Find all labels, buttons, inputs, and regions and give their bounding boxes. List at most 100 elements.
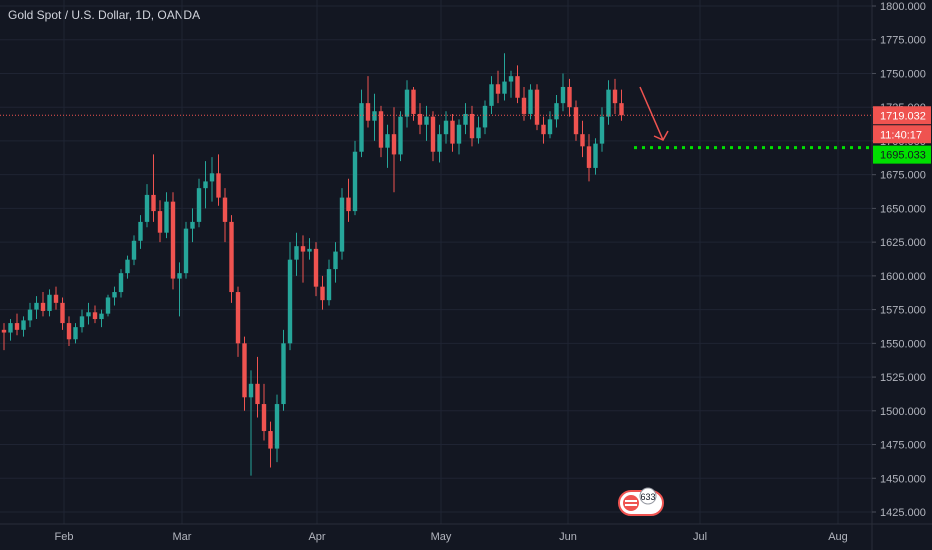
current-price-tag-bg — [873, 106, 931, 125]
candle-body — [131, 240, 137, 260]
y-tick-label: 1500.000 — [880, 406, 926, 418]
candle-body — [66, 323, 72, 340]
target-price-tag: 1695.033 — [873, 145, 931, 164]
candle — [242, 336, 247, 411]
candle — [528, 84, 533, 120]
candle — [60, 297, 65, 330]
candle-body — [534, 89, 540, 125]
candle — [157, 200, 163, 243]
candle — [274, 394, 280, 463]
y-tick-label: 1450.000 — [880, 473, 926, 485]
candle — [580, 120, 585, 158]
candle-body — [294, 246, 299, 260]
y-tick-label: 1575.000 — [880, 305, 926, 317]
candle — [79, 309, 85, 333]
candle-body — [8, 323, 13, 333]
candle — [209, 157, 215, 202]
count-bubble — [639, 487, 657, 505]
target-price-tag-bg — [873, 145, 931, 164]
candle — [177, 262, 182, 317]
candle — [417, 103, 423, 135]
candle-body — [573, 107, 579, 135]
candle-body — [248, 383, 254, 398]
price-axis[interactable]: 1425.000 1450.000 1475.000 1500.000 1525.000… — [871, 0, 926, 550]
candle — [40, 292, 46, 317]
current-price-tag: 1719.032 — [873, 106, 931, 125]
candle — [66, 316, 72, 347]
candle — [27, 302, 33, 328]
candle-body — [339, 197, 345, 252]
candle-body — [352, 151, 358, 212]
time-axis[interactable]: Feb Mar Apr May Jun Jul Aug — [0, 523, 932, 543]
candle-body — [372, 111, 377, 121]
candle-body — [489, 84, 494, 106]
candle — [151, 154, 156, 222]
candle-body — [502, 81, 507, 94]
candle-body — [567, 86, 572, 108]
candle — [203, 161, 208, 209]
candle — [170, 192, 176, 290]
candle — [47, 289, 52, 317]
current-price-label: 1719.032 — [880, 110, 926, 122]
ideas-badge[interactable]: 633 — [618, 487, 664, 516]
candle — [450, 113, 455, 152]
candle-body — [47, 294, 52, 311]
candle — [281, 329, 286, 411]
candle — [495, 70, 501, 104]
candle-body — [255, 383, 260, 405]
candle-body — [190, 221, 195, 229]
flag-icon — [623, 495, 639, 511]
candle — [131, 235, 137, 266]
candle — [515, 65, 520, 104]
countdown-label: 11:40:17 — [880, 129, 922, 141]
candle-body — [60, 302, 65, 324]
candle — [268, 421, 273, 468]
x-tick-label: Jun — [559, 531, 577, 543]
candle — [320, 275, 325, 310]
flag-stripe-icon — [625, 504, 637, 506]
candle-body — [170, 201, 176, 279]
candle-body — [40, 302, 46, 311]
candle — [547, 111, 553, 139]
candle — [346, 178, 351, 222]
candle-body — [151, 194, 156, 212]
candle — [235, 286, 241, 357]
candle — [216, 154, 221, 206]
candle — [586, 134, 592, 182]
candle-body — [92, 312, 98, 320]
y-tick-label: 1800.000 — [880, 1, 926, 13]
candle-body — [138, 221, 143, 241]
candle-body — [450, 120, 455, 144]
candle — [606, 80, 611, 125]
candle — [294, 232, 299, 276]
candle-body — [326, 269, 332, 301]
candle — [619, 89, 624, 121]
candle — [593, 138, 598, 175]
flag-stripe-icon — [625, 500, 637, 502]
candle-body — [313, 248, 319, 287]
chart-grid — [0, 0, 872, 524]
candle — [534, 84, 540, 131]
candle-body — [281, 343, 286, 405]
candle — [489, 76, 494, 114]
candle-body — [196, 188, 202, 222]
candle — [469, 105, 475, 147]
candle — [255, 356, 260, 418]
candle — [92, 305, 98, 324]
candle-body — [333, 251, 338, 270]
candle-body — [268, 431, 273, 449]
y-tick-label: 1425.000 — [880, 507, 926, 519]
candle — [482, 100, 488, 135]
candle-body — [554, 103, 559, 120]
candle — [307, 238, 312, 260]
candle — [430, 111, 436, 162]
candle-body — [547, 119, 553, 135]
candle — [105, 294, 111, 317]
candle-body — [73, 327, 78, 340]
candle-body — [320, 286, 325, 301]
candle — [365, 76, 371, 128]
candle-body — [242, 343, 247, 398]
candle-body — [300, 246, 306, 252]
candle-body — [378, 111, 384, 148]
